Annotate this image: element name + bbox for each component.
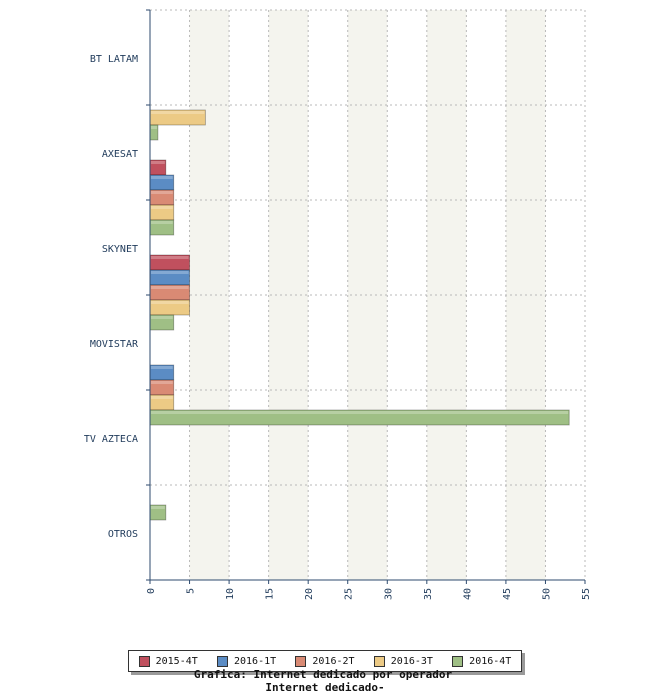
legend-swatch	[138, 655, 150, 667]
bar-highlight	[151, 111, 205, 114]
grid-lines	[150, 9, 586, 580]
category-label: MOVISTAR	[90, 339, 139, 350]
bar-highlight	[151, 506, 165, 509]
bar-highlight	[151, 301, 189, 304]
bar-highlight	[151, 176, 173, 179]
x-tick-label: 15	[265, 588, 276, 600]
grid-band	[268, 10, 309, 580]
bar-highlight	[151, 191, 173, 194]
legend-swatch	[217, 655, 228, 667]
legend-label: 2016-4T	[469, 655, 512, 667]
x-tick-label: 5	[186, 588, 197, 594]
legend-item: 2016-1T	[217, 655, 277, 667]
legend-item: 2016-4T	[452, 655, 512, 667]
bar-highlight	[151, 381, 173, 384]
legend-swatch	[295, 655, 307, 667]
x-tick-label: 50	[541, 588, 552, 600]
legend-item: 2016-2T	[295, 655, 355, 667]
legend-label: 2015-4T	[155, 655, 198, 667]
bar-highlight	[151, 221, 173, 224]
chart-subcaption: Internet dedicado-	[265, 681, 385, 694]
bar-highlight	[151, 126, 157, 129]
bar-highlight	[151, 411, 569, 414]
x-tick-label: 45	[502, 588, 513, 600]
x-tick-label: 10	[225, 588, 236, 600]
x-tick-label: 55	[581, 588, 592, 600]
legend-swatch	[373, 655, 385, 667]
x-tick-label: 20	[304, 588, 315, 600]
x-tick-label: 35	[423, 588, 434, 600]
x-tick-label: 40	[462, 588, 473, 600]
bar-highlight	[151, 286, 189, 289]
x-tick-label: 0	[146, 588, 157, 594]
legend-label: 2016-3T	[390, 655, 433, 667]
bar-highlight	[151, 396, 173, 399]
bar-highlight	[151, 316, 173, 319]
legend-item: 2016-3T	[373, 655, 433, 667]
legend-swatch	[452, 655, 464, 667]
category-label: BT LATAM	[90, 54, 138, 65]
legend-item: 2015-4T	[138, 655, 198, 667]
chart-caption: Grafica: Internet dedicado por operador	[193, 668, 453, 681]
legend-label: 2016-1T	[234, 655, 277, 667]
category-label: SKYNET	[102, 244, 138, 255]
legend-label: 2016-2T	[312, 655, 355, 667]
bar-highlight	[151, 161, 165, 164]
category-label: OTROS	[108, 529, 138, 540]
category-label: AXESAT	[102, 149, 138, 160]
bar-highlight	[151, 366, 173, 369]
legend: 2015-4T 2016-1T 2016-2T 2016-3T 2016-4T	[128, 650, 522, 672]
bar-highlight	[151, 206, 173, 209]
x-tick-labels: 0 5 10 15 20 25 30 35 40 45 50 55	[146, 588, 592, 600]
category-labels: BT LATAM AXESAT SKYNET MOVISTAR TV AZTECA OTR…	[84, 54, 139, 540]
category-label: TV AZTECA	[84, 434, 138, 445]
bar-highlight	[151, 256, 189, 259]
x-tick-label: 25	[344, 588, 355, 600]
bars	[149, 109, 570, 521]
x-tick-label: 30	[383, 588, 394, 600]
axes	[146, 9, 586, 584]
bar-highlight	[151, 271, 189, 274]
